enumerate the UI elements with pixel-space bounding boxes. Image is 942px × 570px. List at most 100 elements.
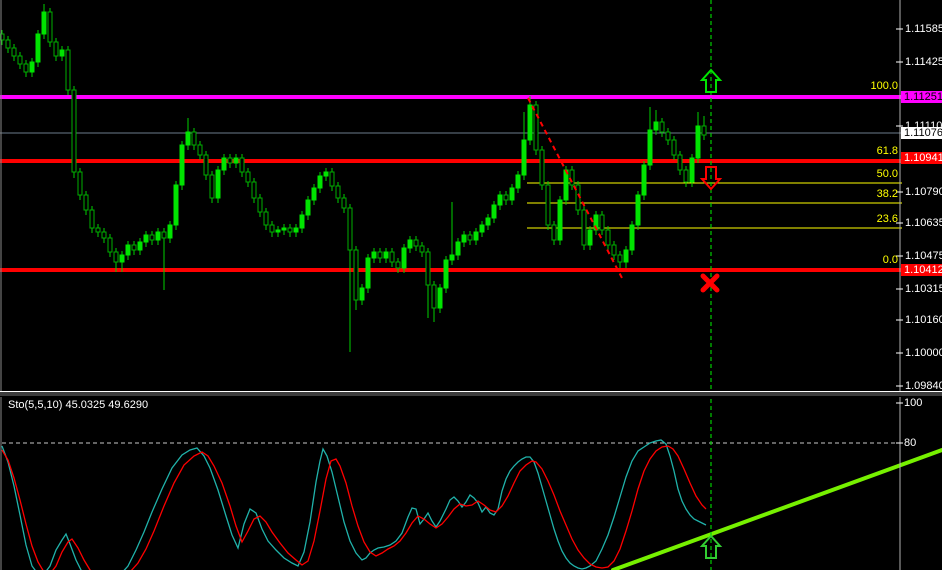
candle-bull bbox=[383, 251, 389, 259]
candle-bear bbox=[227, 157, 233, 164]
fibonacci-level-label: 23.6 bbox=[876, 213, 898, 225]
buy-signal-arrow-up-icon[interactable] bbox=[699, 68, 723, 93]
candle-bull bbox=[473, 231, 479, 241]
sell-signal-arrow-down-icon[interactable] bbox=[699, 166, 723, 191]
candle-bear bbox=[389, 251, 395, 263]
candle-bear bbox=[287, 227, 293, 233]
candle-bear bbox=[107, 237, 113, 253]
candle-bear bbox=[263, 211, 269, 226]
candle-bull bbox=[521, 139, 527, 176]
candle-bear bbox=[77, 171, 83, 196]
candle-bear bbox=[503, 194, 509, 201]
candle-bear bbox=[161, 231, 167, 239]
candle-bear bbox=[617, 254, 623, 263]
candle-bull bbox=[647, 129, 653, 166]
candle-bull bbox=[119, 254, 125, 263]
candle-bear bbox=[581, 209, 587, 246]
fibonacci-level-label: 100.0 bbox=[870, 80, 898, 92]
candle-bear bbox=[251, 181, 257, 199]
candle-bull bbox=[293, 227, 299, 233]
fibonacci-level-label: 38.2 bbox=[876, 188, 898, 200]
candle-bear bbox=[395, 261, 401, 269]
candle-bull bbox=[407, 239, 413, 249]
candle-bear bbox=[467, 234, 473, 241]
candle-bull bbox=[527, 104, 533, 141]
candle-bear bbox=[149, 234, 155, 241]
candle-bull bbox=[125, 244, 131, 256]
candle-bull bbox=[695, 125, 701, 159]
candle-bull bbox=[155, 231, 161, 241]
candle-bear bbox=[113, 251, 119, 263]
candle-bear bbox=[197, 144, 203, 156]
close-signal-x-icon[interactable] bbox=[700, 273, 720, 293]
candle-bear bbox=[209, 174, 215, 199]
candle-bear bbox=[377, 251, 383, 259]
candle-bull bbox=[323, 171, 329, 177]
candle-bear bbox=[83, 194, 89, 211]
candle-bear bbox=[545, 184, 551, 226]
candle-bull bbox=[641, 164, 647, 196]
candle-bull bbox=[497, 194, 503, 206]
candle-bull bbox=[35, 33, 41, 63]
candle-bull bbox=[359, 287, 365, 301]
candle-bear bbox=[203, 154, 209, 176]
candle-bear bbox=[71, 89, 77, 173]
candle-bear bbox=[431, 284, 437, 309]
candle-bull bbox=[401, 247, 407, 269]
candle-bear bbox=[47, 11, 53, 43]
candle-bull bbox=[557, 199, 563, 241]
candle-bear bbox=[11, 47, 17, 57]
candle-bear bbox=[569, 169, 575, 186]
candle-bull bbox=[653, 121, 659, 131]
stochastic-indicator-label: Sto(5,5,10) 45.0325 49.6290 bbox=[8, 399, 149, 411]
candle-bear bbox=[605, 229, 611, 246]
buy-signal-arrow-up-icon[interactable] bbox=[699, 534, 723, 559]
panel-separator[interactable] bbox=[0, 391, 942, 397]
candle-bull bbox=[563, 169, 569, 201]
candle-bear bbox=[101, 231, 107, 239]
candle-bull bbox=[587, 229, 593, 246]
price-tick-label: 1.10790 bbox=[905, 186, 942, 198]
candle-bear bbox=[245, 171, 251, 183]
candle-bear bbox=[659, 121, 665, 133]
candle-bull bbox=[185, 131, 191, 146]
price-tick-label: 1.09840 bbox=[905, 380, 942, 392]
candle-bear bbox=[413, 239, 419, 247]
candle-bear bbox=[701, 125, 707, 136]
fibonacci-level-label: 61.8 bbox=[876, 145, 898, 157]
fibonacci-level-label: 50.0 bbox=[876, 168, 898, 180]
candle-bull bbox=[143, 234, 149, 243]
price-tick-label: 1.10315 bbox=[905, 283, 942, 295]
candle-bear bbox=[5, 39, 11, 49]
candle-bear bbox=[353, 249, 359, 301]
candle-bull bbox=[515, 174, 521, 189]
candle-bear bbox=[335, 185, 341, 199]
candle-bull bbox=[311, 187, 317, 201]
price-tick-label: 1.10160 bbox=[905, 314, 942, 326]
candle-bear bbox=[53, 41, 59, 57]
candle-bear bbox=[533, 104, 539, 151]
candle-bull bbox=[215, 169, 221, 199]
candle-bear bbox=[677, 154, 683, 171]
candle-bull bbox=[173, 184, 179, 226]
candle-bear bbox=[683, 169, 689, 183]
candle-bull bbox=[491, 204, 497, 219]
fibonacci-level-label: 0.0 bbox=[882, 254, 898, 266]
stochastic-main-line bbox=[1, 439, 707, 570]
candle-bear bbox=[419, 245, 425, 253]
trendline-stochastic-green[interactable] bbox=[611, 448, 942, 570]
candle-bull bbox=[305, 199, 311, 216]
stochastic-scale-label: 100 bbox=[904, 397, 923, 409]
candle-bear bbox=[599, 214, 605, 231]
candle-bull bbox=[275, 229, 281, 233]
price-level-badge: 1.10941 bbox=[901, 152, 942, 164]
trendline-descending-red-dashed[interactable] bbox=[527, 97, 623, 279]
candle-bull bbox=[233, 157, 239, 164]
candle-bear bbox=[191, 131, 197, 146]
candle-bull bbox=[59, 49, 65, 57]
candle-bull bbox=[281, 227, 287, 231]
candle-bull bbox=[449, 254, 455, 261]
price-tick-label: 1.11425 bbox=[905, 56, 942, 68]
